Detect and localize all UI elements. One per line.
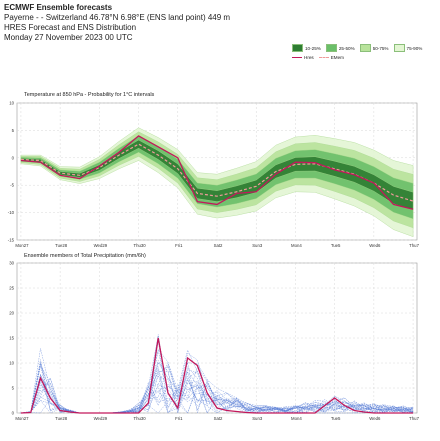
x-tick-label: Sat2: [214, 416, 223, 421]
y-tick-label: 15: [9, 336, 14, 341]
legend-item: 25-50%: [325, 44, 355, 52]
y-tick-label: 10: [9, 101, 14, 106]
x-tick-label: Tue28: [55, 243, 68, 248]
temperature-panel-title: Temperature at 850 hPa - Probability for…: [24, 92, 155, 98]
legend-bands: 10-25% 25-50% 50-75% 75-90%: [292, 44, 438, 52]
legend-item: 10-25%: [292, 44, 321, 52]
y-tick-label: 10: [9, 361, 14, 366]
header: ECMWF Ensemble forecasts Payerne - - Swi…: [4, 3, 436, 43]
location-line: Payerne - - Switzerland 46.78°N 6.98°E (…: [4, 13, 231, 22]
y-tick-label: -10: [8, 210, 15, 215]
x-tick-label: Tue5: [331, 243, 341, 248]
ensemble-member-line: [20, 348, 414, 414]
legend: 10-25% 25-50% 50-75% 75-90% Hres EMem: [292, 44, 438, 63]
y-tick-label: 25: [9, 286, 14, 291]
legend-label: 50-75%: [372, 45, 389, 51]
x-tick-label: Wed6: [369, 416, 381, 421]
ensemble-member-line: [20, 334, 414, 414]
legend-swatch: [292, 44, 303, 52]
x-tick-label: Thu7: [409, 243, 419, 248]
hres-line: [20, 337, 414, 414]
legend-item: 75-90%: [393, 44, 423, 52]
y-tick-label: 5: [12, 128, 15, 133]
legend-label: 75-90%: [406, 45, 423, 51]
legend-item: 50-75%: [359, 44, 389, 52]
chart-main-title: ECMWF Ensemble forecasts: [4, 3, 113, 12]
x-tick-label: Fri1: [175, 416, 183, 421]
x-tick-label: Sun3: [252, 243, 263, 248]
x-tick-label: Fri1: [175, 243, 183, 248]
x-tick-label: Thu30: [133, 416, 146, 421]
x-tick-label: Mon27: [15, 416, 29, 421]
x-tick-label: Tue5: [331, 416, 341, 421]
ensemble-member-line: [20, 359, 414, 414]
y-tick-label: 0: [12, 155, 15, 160]
x-tick-label: Wed29: [94, 243, 108, 248]
legend-line-swatch: [318, 57, 329, 58]
source-line: HRES Forecast and ENS Distribution: [4, 23, 137, 32]
date-line: Monday 27 November 2023 00 UTC: [4, 33, 133, 42]
legend-label: 25-50%: [338, 45, 355, 51]
legend-item: Hres: [292, 55, 314, 60]
probability-band: [20, 139, 414, 211]
legend-swatch: [325, 44, 337, 52]
y-tick-label: 5: [12, 386, 15, 391]
x-tick-label: Wed6: [369, 243, 381, 248]
legend-swatch: [359, 44, 371, 52]
ensemble-mean-line: [20, 143, 414, 202]
y-tick-label: 20: [9, 311, 14, 316]
legend-line-swatch: [292, 57, 302, 58]
hres-line: [20, 135, 414, 210]
legend-label: EMem: [330, 55, 344, 60]
legend-item: EMem: [318, 55, 344, 60]
precipitation-panel-title: Ensemble members of Total Precipitation …: [24, 253, 146, 259]
legend-label: 10-25%: [305, 45, 321, 51]
y-tick-label: 0: [12, 411, 15, 416]
x-tick-label: Mon4: [291, 243, 302, 248]
legend-swatch: [393, 44, 405, 52]
ensemble-member-line: [20, 362, 414, 414]
legend-label: Hres: [304, 55, 314, 60]
y-tick-label: -15: [8, 238, 15, 243]
legend-lines: Hres EMem: [292, 55, 438, 60]
x-tick-label: Mon27: [15, 243, 29, 248]
y-tick-label: -5: [10, 183, 14, 188]
x-tick-label: Wed29: [94, 416, 108, 421]
x-tick-label: Mon4: [291, 416, 302, 421]
x-tick-label: Thu30: [133, 243, 146, 248]
x-tick-label: Sun3: [252, 416, 263, 421]
x-tick-label: Thu7: [409, 416, 419, 421]
y-tick-label: 30: [9, 261, 14, 266]
x-tick-label: Tue28: [55, 416, 68, 421]
x-tick-label: Sat2: [214, 243, 223, 248]
